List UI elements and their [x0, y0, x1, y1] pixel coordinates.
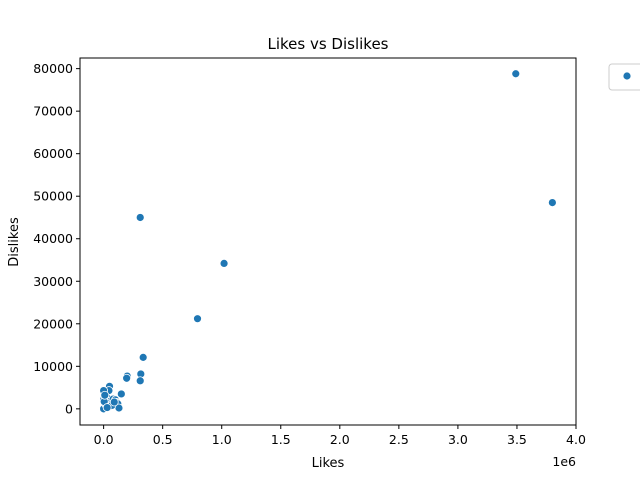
y-tick-label: 10000: [33, 359, 73, 374]
x-tick-label: 3.0: [448, 432, 468, 447]
y-tick-label: 30000: [33, 274, 73, 289]
x-tick-label: 0.0: [94, 432, 114, 447]
data-point: [135, 376, 145, 386]
x-tick-label: 1.5: [271, 432, 291, 447]
data-point: [547, 198, 557, 207]
y-axis-label: Dislikes: [7, 217, 22, 267]
y-tick-label: 50000: [33, 189, 73, 204]
plot-frame: [79, 57, 577, 426]
x-axis: 0.0 0.5 1.0 1.5 2.0 2.5 3.0 3.5 4.0: [94, 425, 586, 447]
x-axis-offset-label: 1e6: [552, 454, 576, 469]
chart-title: Likes vs Dislikes: [267, 35, 388, 53]
data-point: [138, 352, 148, 362]
y-tick-label: 80000: [33, 61, 73, 76]
y-tick-label: 40000: [33, 231, 73, 246]
data-points: [99, 69, 557, 414]
data-point: [100, 390, 110, 400]
x-axis-label: Likes: [312, 456, 345, 471]
data-point: [135, 213, 145, 222]
legend-marker: [622, 71, 632, 81]
data-point: [122, 373, 132, 383]
y-tick-label: 20000: [33, 316, 73, 331]
data-point: [511, 69, 521, 79]
y-tick-label: 70000: [33, 104, 73, 119]
x-tick-label: 0.5: [153, 432, 173, 447]
x-tick-label: 3.5: [507, 432, 527, 447]
data-point: [193, 314, 202, 324]
y-axis: 0 10000 20000 30000 40000 50000 60000 70000 8000…: [33, 61, 80, 416]
x-tick-label: 2.5: [389, 432, 409, 447]
data-point: [102, 403, 112, 412]
legend: [608, 63, 640, 91]
x-tick-label: 2.0: [330, 432, 350, 447]
data-point: [116, 389, 126, 399]
data-point: [219, 259, 229, 268]
y-tick-label: 0: [65, 401, 73, 416]
x-tick-label: 4.0: [566, 432, 586, 447]
data-point: [109, 397, 119, 407]
y-tick-label: 60000: [33, 146, 73, 161]
x-tick-label: 1.0: [212, 432, 232, 447]
